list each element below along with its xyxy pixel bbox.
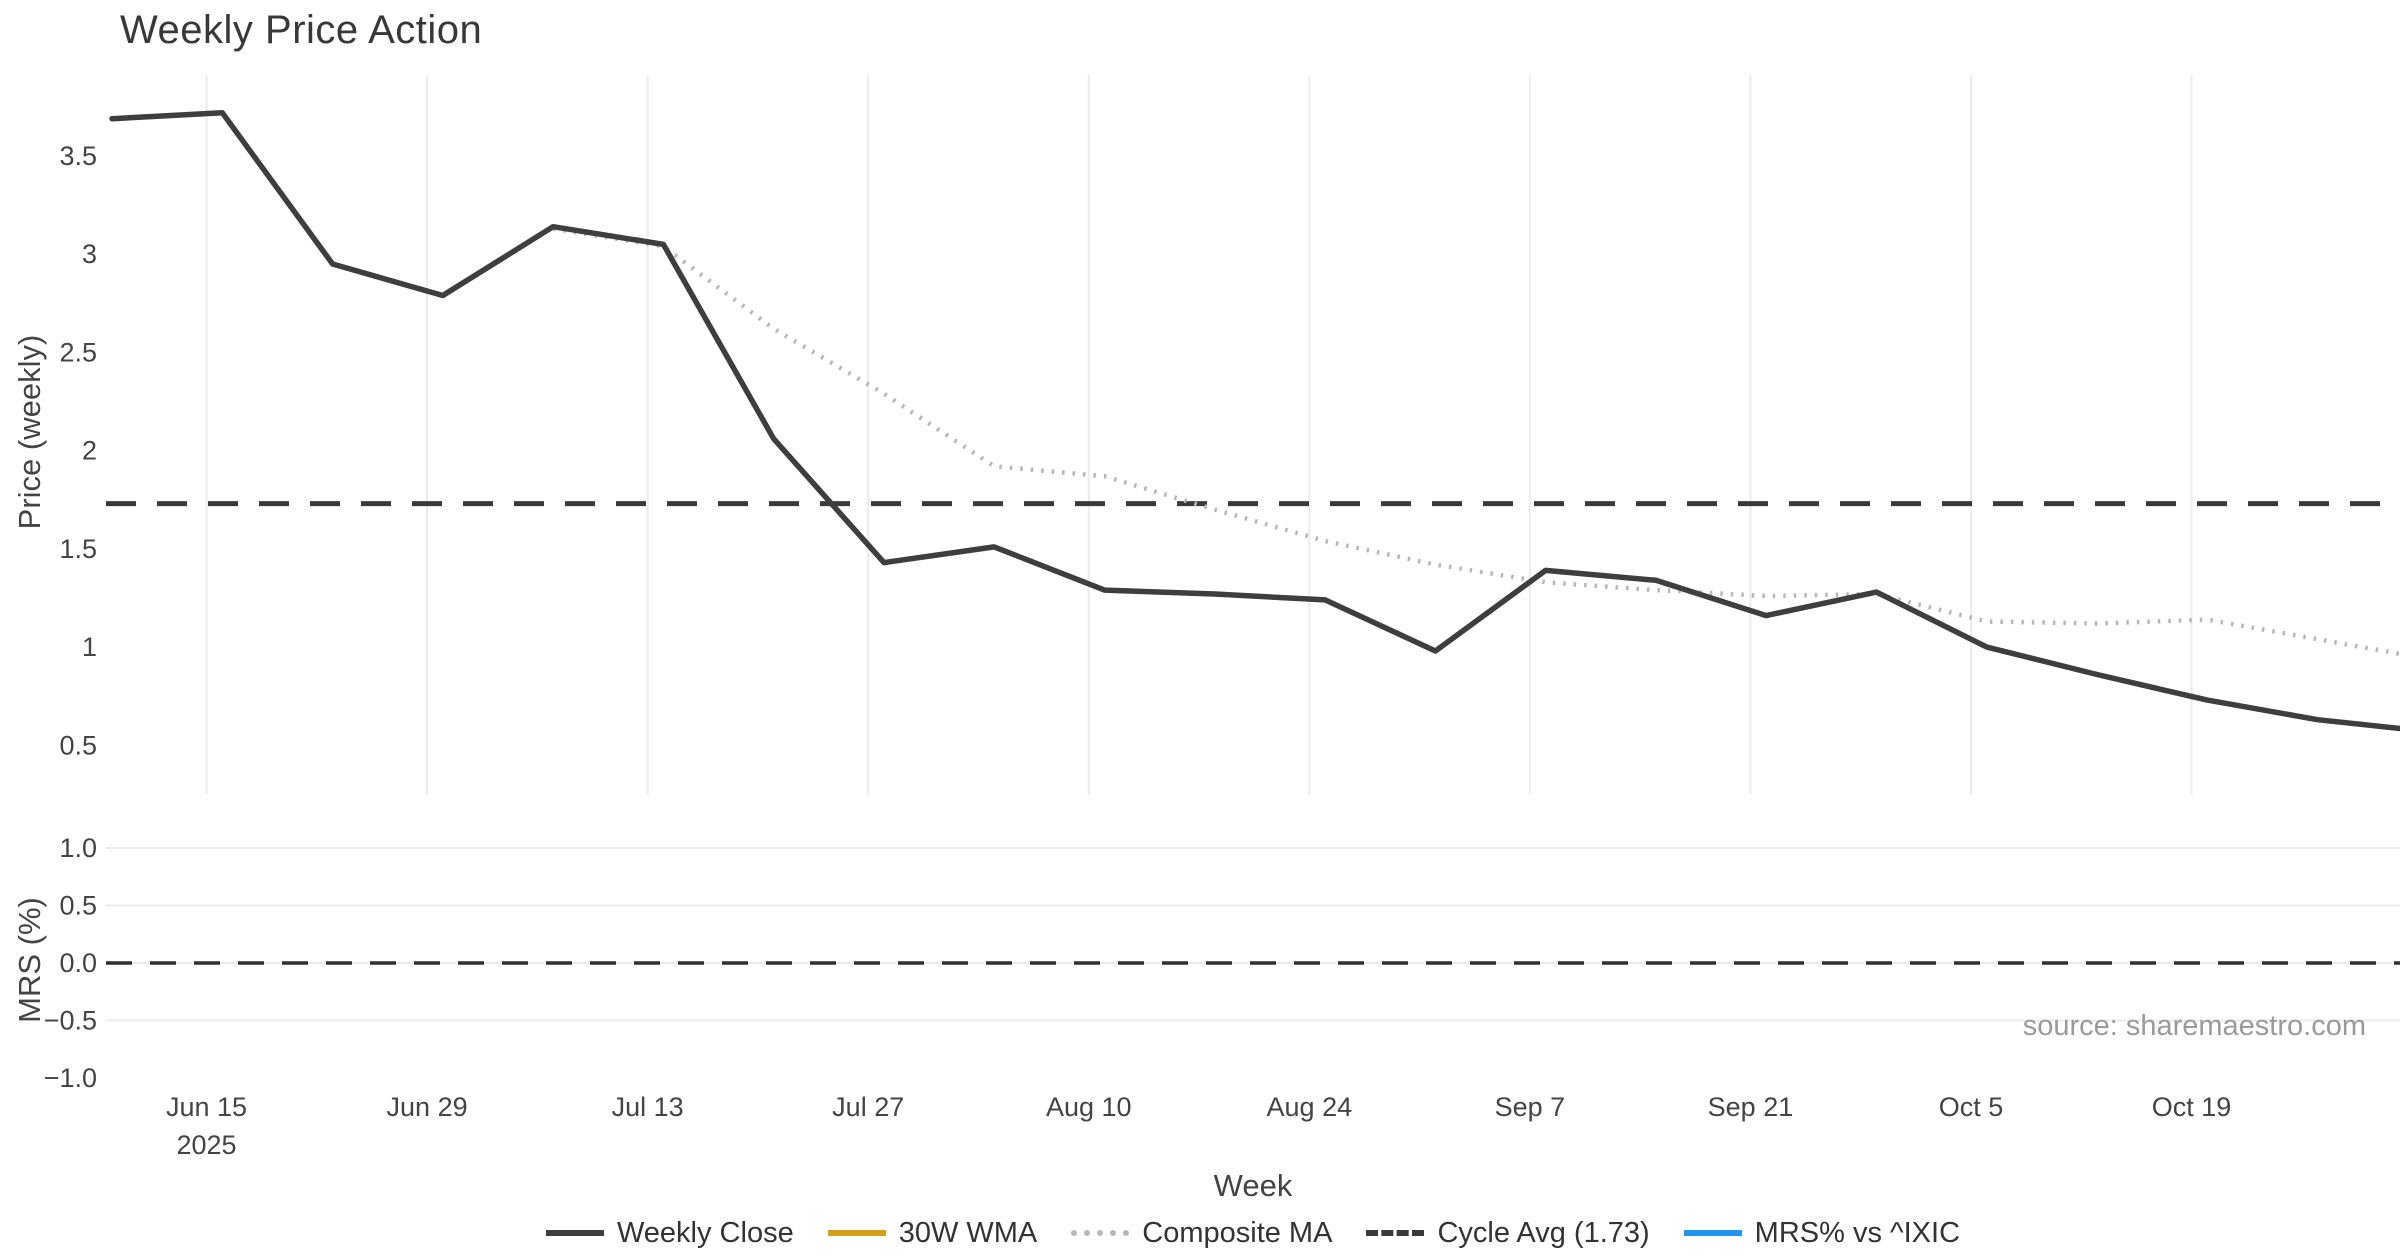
mrs-gridlines [106,847,2400,1022]
x-tick-label: Oct 19 [2152,1092,2232,1122]
weekly-close-line [109,110,2400,732]
price-y-tick-label: 1.5 [59,534,97,564]
x-tick-label: Aug 10 [1046,1092,1132,1122]
legend: Weekly Close 30W WMA Composite MA Cycle … [106,1210,2400,1256]
x-tick-label: Jul 27 [832,1092,904,1122]
x-tick-labels: Jun 15 2025 Jun 29 Jul 13 Jul 27 Aug 10 Aug 24… [166,1092,2231,1160]
composite-ma-line [552,226,2400,657]
legend-item-weekly-close[interactable]: Weekly Close [545,1217,794,1250]
price-y-tick-label: 2 [82,436,97,466]
legend-item-cycle-avg[interactable]: Cycle Avg (1.73) [1366,1217,1650,1250]
x-tick-label: Oct 5 [1939,1092,2004,1122]
mrs-y-tick-labels: 1.0 0.5 0.0 −0.5 −1.0 [44,833,97,1093]
price-y-tick-label: 0.5 [59,730,97,760]
price-y-tick-labels: 3.5 3 2.5 2 1.5 1 0.5 [59,141,97,760]
x-tick-label: Jun 15 [166,1092,247,1122]
mrs-y-tick-label: 1.0 [59,833,97,863]
x-tick-label: Jun 29 [387,1092,468,1122]
legend-item-30w-wma[interactable]: 30W WMA [827,1217,1037,1250]
cycle-avg-swatch-icon [1366,1230,1425,1236]
wma-swatch-icon [827,1230,886,1236]
chart-title: Weekly Price Action [120,8,483,52]
mrs-swatch-icon [1683,1230,1742,1236]
price-y-tick-label: 2.5 [59,337,97,367]
x-axis-title: Week [1213,1168,1293,1203]
price-y-tick-label: 3 [82,239,97,269]
x-tick-label: Jul 13 [612,1092,684,1122]
price-y-tick-label: 1 [82,632,97,662]
weekly-close-swatch-icon [545,1230,604,1236]
x-tick-label: Sep 21 [1708,1092,1794,1122]
mrs-y-tick-label: 0.5 [59,891,97,921]
mrs-y-tick-label: −1.0 [44,1063,97,1093]
source-note: source: sharemaestro.com [2022,1010,2366,1042]
price-gridlines [205,75,2193,795]
x-tick-sublabel: 2025 [176,1130,236,1160]
x-tick-label: Sep 7 [1495,1092,1566,1122]
composite-ma-swatch-icon [1071,1230,1130,1236]
mrs-y-tick-label: −0.5 [44,1006,97,1036]
legend-item-composite-ma[interactable]: Composite MA [1071,1217,1332,1250]
mrs-y-tick-label: 0.0 [59,948,97,978]
price-y-tick-label: 3.5 [59,141,97,171]
legend-item-mrs[interactable]: MRS% vs ^IXIC [1683,1217,1960,1250]
x-tick-label: Aug 24 [1267,1092,1353,1122]
